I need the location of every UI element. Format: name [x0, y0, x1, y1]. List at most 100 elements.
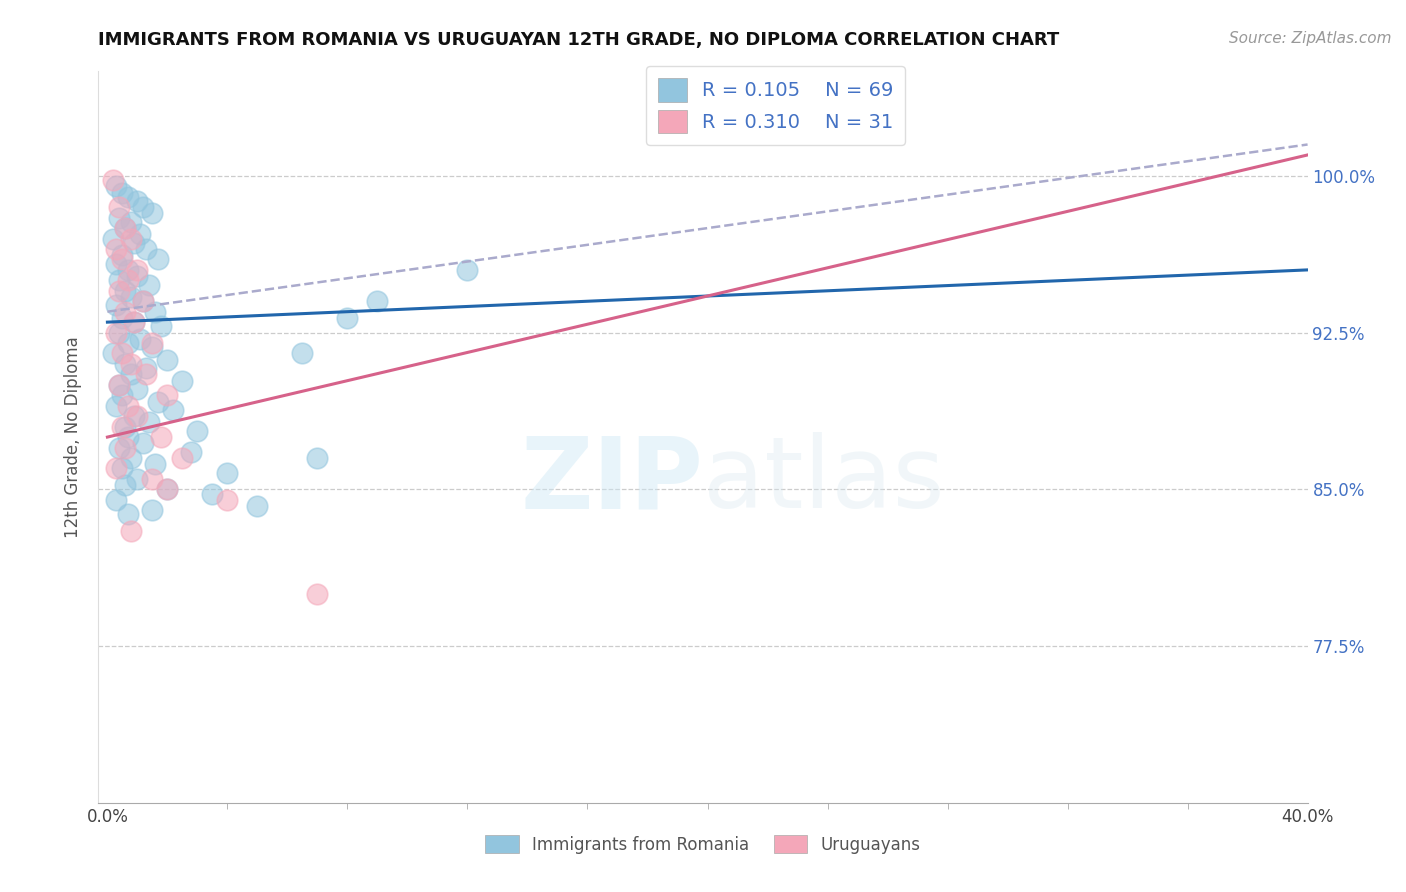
- Text: ZIP: ZIP: [520, 433, 703, 530]
- Point: [105, 242, 128, 256]
- Point: [132, 200, 155, 214]
- Point: [108, 211, 131, 225]
- Point: [114, 419, 136, 434]
- Point: [124, 315, 146, 329]
- Point: [120, 450, 142, 465]
- Point: [141, 206, 163, 220]
- Point: [111, 419, 134, 434]
- Point: [108, 441, 131, 455]
- Point: [456, 263, 478, 277]
- Point: [162, 403, 184, 417]
- Point: [103, 346, 125, 360]
- Point: [103, 173, 125, 187]
- Point: [135, 368, 157, 382]
- Point: [129, 227, 152, 242]
- Point: [127, 263, 149, 277]
- Point: [111, 310, 134, 325]
- Point: [172, 374, 194, 388]
- Point: [108, 200, 131, 214]
- Point: [127, 382, 149, 396]
- Point: [111, 252, 134, 267]
- Point: [132, 294, 155, 309]
- Point: [148, 394, 170, 409]
- Point: [105, 461, 128, 475]
- Point: [132, 294, 155, 309]
- Point: [138, 277, 160, 292]
- Point: [120, 357, 142, 371]
- Point: [117, 190, 139, 204]
- Point: [120, 290, 142, 304]
- Point: [180, 444, 202, 458]
- Point: [217, 492, 239, 507]
- Point: [117, 430, 139, 444]
- Point: [141, 340, 163, 354]
- Point: [148, 252, 170, 267]
- Point: [127, 472, 149, 486]
- Text: Source: ZipAtlas.com: Source: ZipAtlas.com: [1229, 31, 1392, 46]
- Point: [117, 273, 139, 287]
- Point: [150, 319, 173, 334]
- Point: [307, 450, 329, 465]
- Point: [108, 284, 131, 298]
- Point: [172, 450, 194, 465]
- Point: [135, 242, 157, 256]
- Point: [111, 248, 134, 262]
- Point: [114, 441, 136, 455]
- Point: [114, 221, 136, 235]
- Point: [117, 263, 139, 277]
- Point: [111, 388, 134, 402]
- Point: [124, 315, 146, 329]
- Point: [150, 430, 173, 444]
- Point: [114, 478, 136, 492]
- Point: [120, 215, 142, 229]
- Point: [201, 486, 224, 500]
- Point: [127, 409, 149, 424]
- Point: [129, 332, 152, 346]
- Point: [105, 326, 128, 340]
- Point: [246, 499, 269, 513]
- Point: [114, 357, 136, 371]
- Point: [111, 346, 134, 360]
- Point: [156, 483, 179, 497]
- Point: [132, 436, 155, 450]
- Point: [145, 457, 167, 471]
- Point: [117, 336, 139, 351]
- Point: [156, 388, 179, 402]
- Point: [186, 424, 208, 438]
- Point: [105, 179, 128, 194]
- Point: [135, 361, 157, 376]
- Point: [307, 587, 329, 601]
- Point: [141, 472, 163, 486]
- Y-axis label: 12th Grade, No Diploma: 12th Grade, No Diploma: [65, 336, 83, 538]
- Text: atlas: atlas: [703, 433, 945, 530]
- Point: [336, 310, 359, 325]
- Point: [114, 221, 136, 235]
- Point: [366, 294, 388, 309]
- Text: IMMIGRANTS FROM ROMANIA VS URUGUAYAN 12TH GRADE, NO DIPLOMA CORRELATION CHART: IMMIGRANTS FROM ROMANIA VS URUGUAYAN 12T…: [98, 31, 1060, 49]
- Point: [105, 399, 128, 413]
- Point: [120, 231, 142, 245]
- Point: [145, 304, 167, 318]
- Point: [127, 194, 149, 208]
- Point: [108, 377, 131, 392]
- Point: [117, 508, 139, 522]
- Point: [156, 352, 179, 367]
- Point: [105, 298, 128, 312]
- Point: [127, 269, 149, 284]
- Point: [108, 326, 131, 340]
- Point: [108, 273, 131, 287]
- Point: [141, 503, 163, 517]
- Point: [120, 524, 142, 538]
- Point: [114, 284, 136, 298]
- Point: [124, 235, 146, 250]
- Point: [105, 492, 128, 507]
- Point: [138, 416, 160, 430]
- Point: [108, 377, 131, 392]
- Point: [124, 409, 146, 424]
- Legend: Immigrants from Romania, Uruguayans: Immigrants from Romania, Uruguayans: [478, 829, 928, 860]
- Point: [114, 304, 136, 318]
- Point: [105, 257, 128, 271]
- Point: [111, 186, 134, 200]
- Point: [291, 346, 314, 360]
- Point: [156, 483, 179, 497]
